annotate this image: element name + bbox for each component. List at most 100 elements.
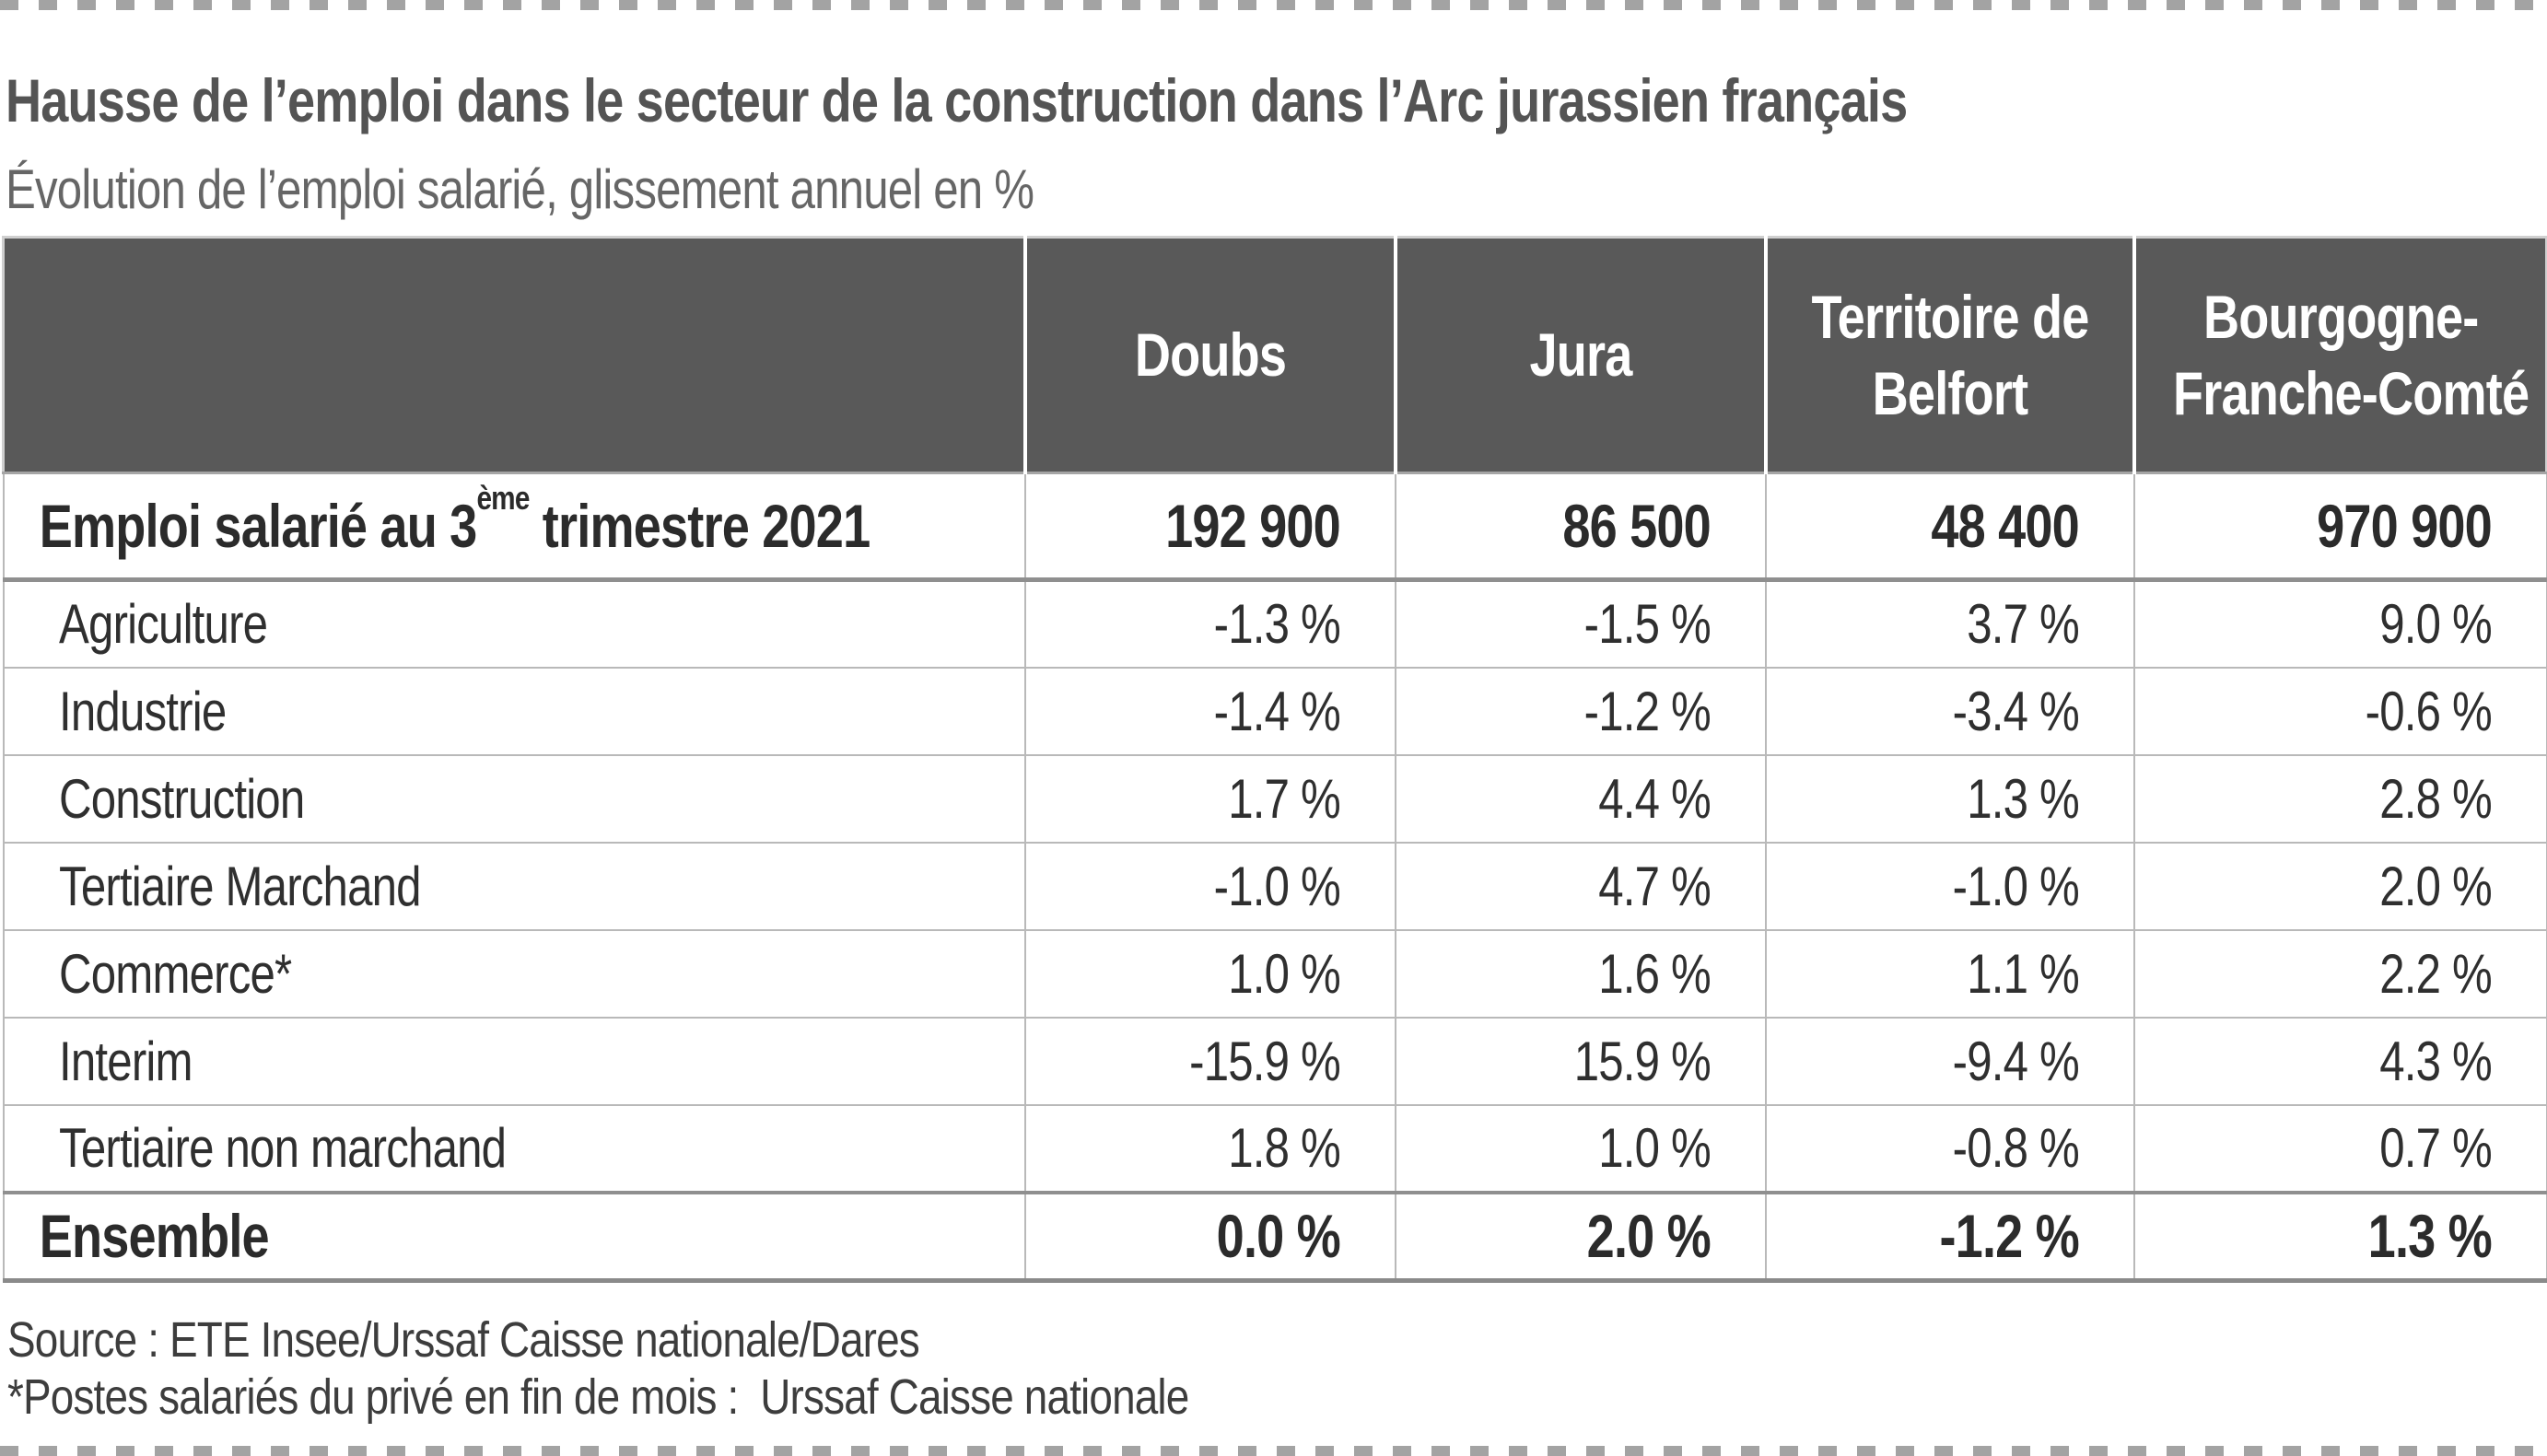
value-cell: 4.7 %	[1394, 841, 1767, 931]
column-header-doubs: Doubs	[1022, 236, 1396, 474]
value-cell: 1.3 %	[2132, 1190, 2547, 1283]
row-label: Emploi salarié au 3ème trimestre 2021	[39, 478, 870, 560]
row-label: Industrie	[58, 680, 227, 742]
value-cell: 86 500	[1394, 472, 1767, 582]
value-cell: 1.6 %	[1394, 928, 1767, 1019]
header-row: Doubs Jura Territoire de Belfort Bourgog…	[2, 236, 2547, 474]
table-row-interim: Interim -15.9 % 15.9 % -9.4 % 4.3 %	[2, 1016, 2547, 1106]
cell-value: -1.2 %	[1938, 1202, 2079, 1271]
column-header-text: Doubs	[1134, 320, 1286, 390]
cell-value: 1.3 %	[1966, 767, 2080, 830]
page-title-text: Hausse de l’emploi dans le secteur de la…	[6, 66, 1908, 135]
cell-value: -0.8 %	[1952, 1117, 2079, 1179]
superscript: ème	[475, 478, 530, 517]
row-label: Commerce*	[58, 942, 292, 1005]
row-label: Tertiaire non marchand	[58, 1117, 507, 1179]
row-label: Tertiaire Marchand	[58, 855, 421, 917]
cell-value: 4.7 %	[1597, 855, 1712, 917]
value-cell: 48 400	[1764, 472, 2135, 582]
cell-value: -1.3 %	[1213, 593, 1340, 656]
page-subtitle: Évolution de l’emploi salarié, glissemen…	[6, 157, 1259, 223]
cell-value: 3.7 %	[1966, 593, 2080, 656]
table-row-emploi-salarie: Emploi salarié au 3ème trimestre 2021 19…	[2, 472, 2547, 582]
cell-value: 2.2 %	[2378, 942, 2493, 1005]
asterisk-note: *Postes salariés du privé en fin de mois…	[7, 1369, 1189, 1425]
value-cell: 1.0 %	[1023, 928, 1396, 1019]
employment-table: Doubs Jura Territoire de Belfort Bourgog…	[2, 236, 2547, 1283]
row-label: Agriculture	[58, 593, 268, 656]
row-label: Construction	[58, 767, 305, 830]
value-cell: 1.8 %	[1023, 1103, 1396, 1194]
cell-value: 192 900	[1164, 492, 1341, 560]
value-cell: 1.7 %	[1023, 753, 1396, 844]
cell-value: -0.6 %	[2365, 680, 2492, 742]
value-cell: 3.7 %	[1764, 578, 2135, 669]
table-row-commerce: Commerce* 1.0 % 1.6 % 1.1 % 2.2 %	[2, 928, 2547, 1019]
value-cell: 0.0 %	[1023, 1190, 1396, 1283]
value-cell: 1.1 %	[1764, 928, 2135, 1019]
cell-value: 2.8 %	[2378, 767, 2493, 830]
value-cell: -0.6 %	[2132, 666, 2547, 756]
cell-value: 0.0 %	[1216, 1202, 1340, 1271]
cell-value: -1.2 %	[1583, 680, 1711, 742]
cell-value: 2.0 %	[2378, 855, 2493, 917]
dashed-border-top	[0, 0, 2547, 10]
value-cell: 2.0 %	[1394, 1190, 1767, 1283]
row-label-cell: Ensemble	[2, 1190, 1026, 1283]
table-row-tertiaire-marchand: Tertiaire Marchand -1.0 % 4.7 % -1.0 % 2…	[2, 841, 2547, 931]
value-cell: 4.3 %	[2132, 1016, 2547, 1106]
table-row-industrie: Industrie -1.4 % -1.2 % -3.4 % -0.6 %	[2, 666, 2547, 756]
cell-value: 4.4 %	[1597, 767, 1712, 830]
row-label-cell: Commerce*	[2, 928, 1026, 1019]
cell-value: 86 500	[1561, 492, 1711, 560]
table-row-ensemble: Ensemble 0.0 % 2.0 % -1.2 % 1.3 %	[2, 1190, 2547, 1283]
row-label: Ensemble	[39, 1202, 269, 1271]
value-cell: -1.5 %	[1394, 578, 1767, 669]
cell-value: 1.1 %	[1966, 942, 2080, 1005]
cell-value: -1.4 %	[1213, 680, 1340, 742]
value-cell: -1.0 %	[1764, 841, 2135, 931]
row-label-cell: Construction	[2, 753, 1026, 844]
value-cell: -1.2 %	[1394, 666, 1767, 756]
value-cell: -1.3 %	[1023, 578, 1396, 669]
row-label: Interim	[58, 1030, 193, 1092]
value-cell: 2.2 %	[2132, 928, 2547, 1019]
table-row-construction: Construction 1.7 % 4.4 % 1.3 % 2.8 %	[2, 753, 2547, 844]
table-header: Doubs Jura Territoire de Belfort Bourgog…	[2, 236, 2547, 474]
cell-value: -1.0 %	[1213, 855, 1340, 917]
column-header-text: Territoire de Belfort	[1810, 283, 2089, 427]
cell-value: 1.8 %	[1227, 1117, 1341, 1179]
value-cell: -1.4 %	[1023, 666, 1396, 756]
cell-value: 0.7 %	[2378, 1117, 2493, 1179]
row-label-cell: Tertiaire non marchand	[2, 1103, 1026, 1194]
table-row-agriculture: Agriculture -1.3 % -1.5 % 3.7 % 9.0 %	[2, 578, 2547, 669]
cell-value: 1.0 %	[1597, 1117, 1712, 1179]
value-cell: -9.4 %	[1764, 1016, 2135, 1106]
page-subtitle-text: Évolution de l’emploi salarié, glissemen…	[6, 158, 1034, 220]
row-label-cell: Interim	[2, 1016, 1026, 1106]
cell-value: -15.9 %	[1188, 1030, 1341, 1092]
cell-value: 970 900	[2316, 492, 2493, 560]
value-cell: 970 900	[2132, 472, 2547, 582]
value-cell: 9.0 %	[2132, 578, 2547, 669]
dashed-border-bottom	[0, 1446, 2547, 1456]
table-row-tertiaire-non-marchand: Tertiaire non marchand 1.8 % 1.0 % -0.8 …	[2, 1103, 2547, 1194]
table-footer: Source : ETE Insee/Urssaf Caisse nationa…	[7, 1311, 1397, 1426]
cell-value: 9.0 %	[2378, 593, 2493, 656]
corner-cell	[2, 236, 1025, 474]
cell-value: -3.4 %	[1952, 680, 2079, 742]
column-header-text: Bourgogne- Franche-Comté	[2172, 283, 2529, 427]
value-cell: -0.8 %	[1764, 1103, 2135, 1194]
cell-value: 48 400	[1930, 492, 2079, 560]
value-cell: 0.7 %	[2132, 1103, 2547, 1194]
cell-value: 15.9 %	[1573, 1030, 1711, 1092]
source-note: Source : ETE Insee/Urssaf Caisse nationa…	[7, 1312, 920, 1368]
page-title: Hausse de l’emploi dans le secteur de la…	[6, 64, 2325, 137]
value-cell: 15.9 %	[1394, 1016, 1767, 1106]
value-cell: 192 900	[1023, 472, 1396, 582]
column-header-text: Jura	[1528, 320, 1632, 390]
value-cell: 4.4 %	[1394, 753, 1767, 844]
cell-value: -9.4 %	[1952, 1030, 2079, 1092]
value-cell: 2.8 %	[2132, 753, 2547, 844]
cell-value: -1.0 %	[1952, 855, 2079, 917]
